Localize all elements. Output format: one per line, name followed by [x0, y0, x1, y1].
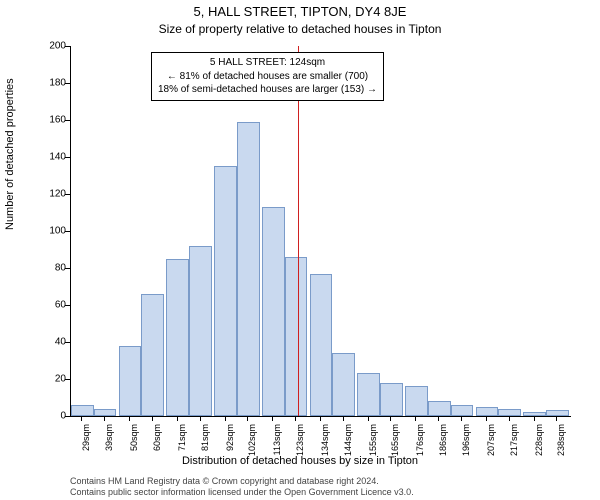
y-tick-mark	[65, 157, 70, 158]
x-axis-label: Distribution of detached houses by size …	[0, 455, 600, 467]
histogram-bar	[189, 246, 212, 416]
x-tick-mark	[534, 416, 535, 421]
y-tick-label: 140	[36, 152, 66, 163]
x-tick-mark	[415, 416, 416, 421]
x-tick-mark	[295, 416, 296, 421]
chart-title-main: 5, HALL STREET, TIPTON, DY4 8JE	[0, 4, 600, 19]
reference-line	[298, 46, 299, 416]
x-tick-mark	[343, 416, 344, 421]
x-tick-mark	[438, 416, 439, 421]
x-tick-mark	[461, 416, 462, 421]
y-tick-label: 120	[36, 189, 66, 200]
histogram-bar	[546, 410, 569, 416]
histogram-bar	[380, 383, 403, 416]
y-tick-label: 20	[36, 374, 66, 385]
annotation-box: 5 HALL STREET: 124sqm ← 81% of detached …	[151, 52, 384, 101]
histogram-bar	[523, 412, 546, 416]
y-tick-mark	[65, 46, 70, 47]
x-tick-mark	[509, 416, 510, 421]
histogram-bar	[476, 407, 499, 416]
y-tick-mark	[65, 194, 70, 195]
x-tick-mark	[129, 416, 130, 421]
footer: Contains HM Land Registry data © Crown c…	[70, 476, 414, 499]
histogram-bar	[262, 207, 285, 416]
histogram-bar	[332, 353, 355, 416]
histogram-bar	[498, 409, 521, 416]
histogram-bar	[214, 166, 237, 416]
x-tick-mark	[486, 416, 487, 421]
y-tick-mark	[65, 83, 70, 84]
x-tick-mark	[272, 416, 273, 421]
annotation-line1: 5 HALL STREET: 124sqm	[158, 56, 377, 70]
y-tick-label: 0	[36, 411, 66, 422]
histogram-bar	[71, 405, 94, 416]
y-tick-label: 40	[36, 337, 66, 348]
histogram-bar	[141, 294, 164, 416]
y-tick-label: 100	[36, 226, 66, 237]
x-tick-mark	[104, 416, 105, 421]
x-tick-mark	[225, 416, 226, 421]
x-tick-mark	[81, 416, 82, 421]
histogram-bar	[405, 386, 428, 416]
y-tick-label: 200	[36, 41, 66, 52]
x-tick-mark	[556, 416, 557, 421]
y-tick-mark	[65, 120, 70, 121]
histogram-bar	[310, 274, 333, 416]
x-tick-mark	[177, 416, 178, 421]
histogram-bar	[428, 401, 451, 416]
histogram-bar	[451, 405, 474, 416]
y-tick-label: 180	[36, 78, 66, 89]
x-tick-mark	[152, 416, 153, 421]
y-tick-mark	[65, 416, 70, 417]
y-tick-mark	[65, 268, 70, 269]
histogram-bar	[357, 373, 380, 416]
histogram-bar	[237, 122, 260, 416]
histogram-bar	[94, 409, 117, 416]
y-tick-label: 160	[36, 115, 66, 126]
x-tick-mark	[320, 416, 321, 421]
chart-title-sub: Size of property relative to detached ho…	[0, 22, 600, 36]
x-tick-mark	[247, 416, 248, 421]
footer-line1: Contains HM Land Registry data © Crown c…	[70, 476, 414, 487]
plot-area: 5 HALL STREET: 124sqm ← 81% of detached …	[70, 46, 571, 417]
y-tick-label: 60	[36, 300, 66, 311]
footer-line2: Contains public sector information licen…	[70, 487, 414, 498]
x-tick-mark	[390, 416, 391, 421]
x-tick-mark	[200, 416, 201, 421]
histogram-bar	[119, 346, 142, 416]
y-tick-mark	[65, 231, 70, 232]
histogram-chart: 5, HALL STREET, TIPTON, DY4 8JE Size of …	[0, 0, 600, 500]
histogram-bar	[166, 259, 189, 416]
y-tick-mark	[65, 379, 70, 380]
annotation-line3: 18% of semi-detached houses are larger (…	[158, 83, 377, 97]
x-tick-mark	[368, 416, 369, 421]
y-axis-label: Number of detached properties	[4, 78, 16, 230]
y-tick-mark	[65, 305, 70, 306]
y-tick-mark	[65, 342, 70, 343]
annotation-line2: ← 81% of detached houses are smaller (70…	[158, 70, 377, 84]
histogram-bar	[285, 257, 308, 416]
y-tick-label: 80	[36, 263, 66, 274]
